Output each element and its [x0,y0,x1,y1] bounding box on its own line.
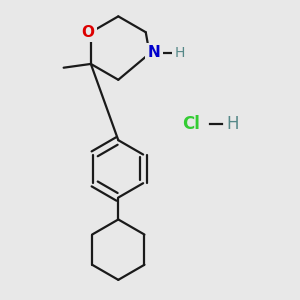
Text: N: N [148,45,160,60]
Text: H: H [227,115,239,133]
Text: Cl: Cl [183,115,200,133]
Text: H: H [175,46,185,60]
Text: O: O [81,25,94,40]
